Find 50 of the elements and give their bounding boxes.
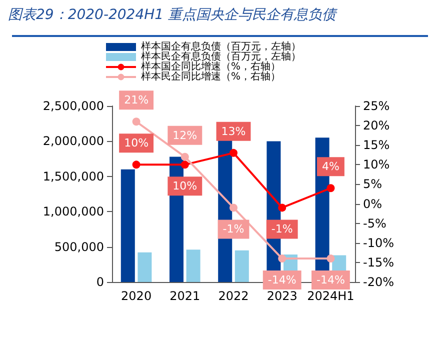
data-label: -1%	[222, 222, 244, 236]
data-label: 4%	[322, 160, 340, 174]
bar	[234, 250, 249, 282]
data-label: 21%	[124, 94, 149, 107]
legend-label: 样本国企有息负债（百万元，左轴）	[141, 40, 301, 52]
y-tick-label: 2,500,000	[42, 99, 104, 113]
data-label: 12%	[172, 128, 198, 142]
point	[230, 204, 238, 212]
x-tick-label: 2020	[121, 289, 152, 303]
y2-tick-label: 0%	[363, 196, 382, 211]
y-tick-label: 1,500,000	[42, 169, 104, 184]
bar	[120, 169, 135, 282]
data-label: -14%	[316, 274, 345, 287]
point	[180, 152, 189, 161]
data-label: 10%	[124, 136, 149, 150]
y2-tick-label: 5%	[363, 177, 382, 192]
chart-title: 图表29：2020-2024H1 重点国央企与民企有息负债	[8, 6, 336, 24]
y2-tick-label: 20%	[363, 118, 390, 133]
point	[326, 184, 335, 192]
bar	[186, 250, 200, 282]
point	[326, 254, 335, 263]
y2-tick-label: 15%	[363, 138, 390, 152]
legend-label: 样本国企同比增速（%，右轴）	[141, 60, 281, 72]
data-label: 13%	[221, 124, 246, 138]
y2-tick-label: -5%	[363, 216, 386, 230]
point	[132, 160, 140, 169]
x-tick-label: 2021	[170, 289, 200, 303]
data-label: -14%	[268, 274, 296, 287]
data-label: -1%	[271, 222, 293, 236]
y2-tick-label: 25%	[363, 99, 390, 113]
bar	[138, 252, 152, 282]
x-tick-label: 2024H1	[307, 289, 354, 303]
y2-tick-label: -10%	[363, 236, 394, 250]
data-label: 10%	[172, 180, 198, 193]
x-tick-label: 2023	[266, 289, 298, 303]
y-tick-label: 1,000,000	[42, 204, 104, 219]
point	[278, 204, 286, 212]
legend-label: 样本民企同比增速（%，右轴）	[141, 70, 281, 82]
point	[180, 160, 189, 169]
point	[230, 148, 238, 157]
y2-tick-label: -15%	[363, 255, 394, 270]
y2-tick-label: 10%	[363, 158, 390, 172]
point	[278, 254, 286, 263]
y-tick-label: 2,000,000	[42, 134, 104, 148]
point	[132, 118, 140, 126]
legend-label: 样本民企有息负债（百万元，左轴）	[141, 50, 301, 62]
y-tick-label: 500,000	[54, 240, 104, 254]
x-tick-label: 2022	[218, 289, 249, 303]
y2-tick-label: -20%	[363, 275, 394, 289]
y-tick-label: 0	[96, 275, 104, 289]
